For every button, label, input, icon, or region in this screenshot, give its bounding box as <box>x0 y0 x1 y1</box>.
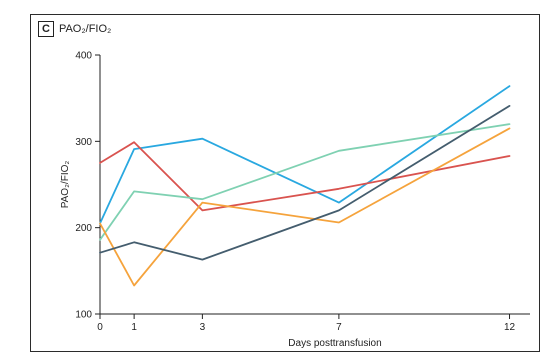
series-line-2 <box>99 141 511 212</box>
x-tick-label: 12 <box>504 322 516 333</box>
panel-letter: C <box>38 21 54 37</box>
axes: 100 200 300 400 0 1 3 7 12 <box>75 51 530 333</box>
x-tick-label: 0 <box>97 322 103 333</box>
panel-title: PAO₂/FIO₂ <box>58 23 112 35</box>
series-line-3 <box>99 123 511 241</box>
series-line-5 <box>99 105 511 261</box>
y-tick-label: 400 <box>75 51 92 62</box>
series-line-4 <box>99 127 511 287</box>
figure-panel <box>30 14 540 352</box>
x-tick-label: 1 <box>131 322 137 333</box>
series-layer <box>99 85 511 287</box>
y-tick-label: 300 <box>75 137 92 148</box>
panel-header: C PAO₂/FIO₂ <box>38 20 111 38</box>
series-line-1 <box>99 85 511 225</box>
x-tick-label: 7 <box>336 322 342 333</box>
y-tick-label: 200 <box>75 223 92 234</box>
x-tick-label: 3 <box>200 322 206 333</box>
y-tick-label: 100 <box>75 310 92 321</box>
y-axis-title: PAO₂/FIO₂ <box>60 161 71 209</box>
x-axis-title: Days posttransfusion <box>288 338 381 349</box>
